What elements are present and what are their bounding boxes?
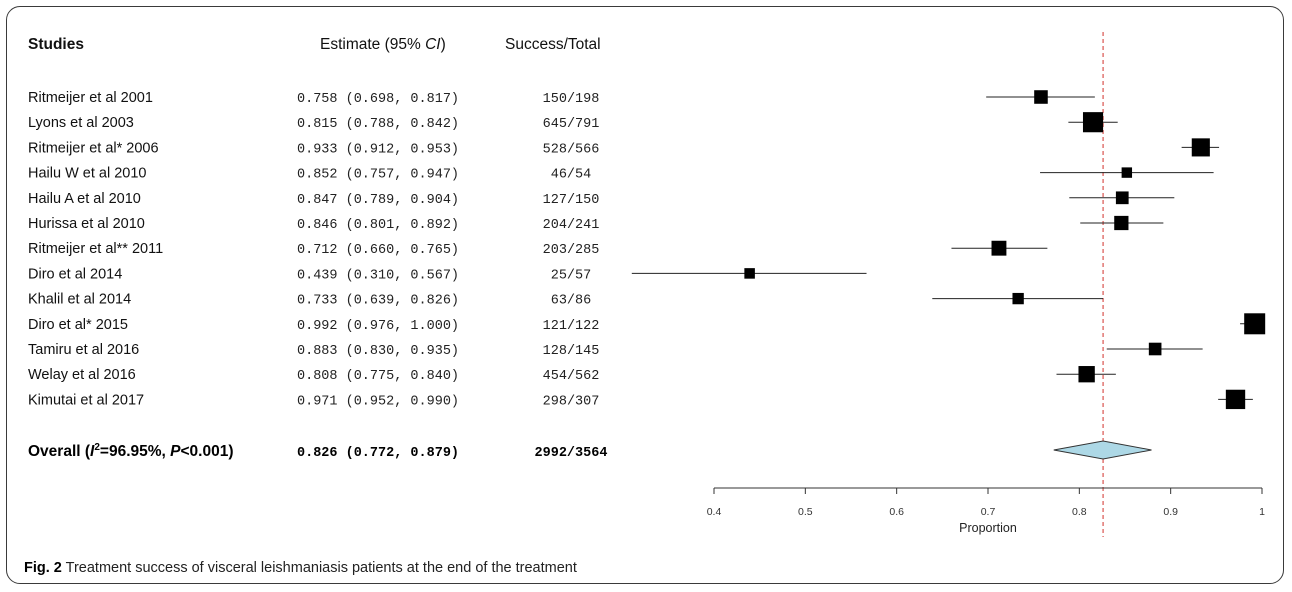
study-success-total: 25/57 xyxy=(551,268,592,283)
x-tick-label: 0.7 xyxy=(981,506,996,518)
figure-caption: Fig. 2 Treatment success of visceral lei… xyxy=(24,560,577,576)
x-tick-label: 0.8 xyxy=(1072,506,1087,518)
studies-header: Studies xyxy=(28,36,84,53)
study-name: Hailu A et al 2010 xyxy=(28,191,141,207)
study-estimate-ci: 0.439 (0.310, 0.567) xyxy=(297,268,459,283)
study-success-total: 454/562 xyxy=(543,369,600,384)
study-success-total: 128/145 xyxy=(543,344,600,359)
study-point-marker xyxy=(1244,313,1266,335)
x-tick-label: 1 xyxy=(1259,506,1265,518)
study-estimate-ci: 0.712 (0.660, 0.765) xyxy=(297,243,459,258)
study-point-marker xyxy=(1225,389,1246,410)
study-name: Hurissa et al 2010 xyxy=(28,216,145,232)
x-axis-label: Proportion xyxy=(959,521,1017,535)
study-estimate-ci: 0.883 (0.830, 0.935) xyxy=(297,344,459,359)
study-success-total: 203/285 xyxy=(543,243,600,258)
study-point-marker xyxy=(1114,215,1129,231)
study-point-marker xyxy=(1012,292,1024,305)
study-point-marker xyxy=(1148,342,1162,356)
overall-success-total: 2992/3564 xyxy=(535,446,608,461)
study-name: Kimutai et al 2017 xyxy=(28,392,144,408)
study-name: Welay et al 2016 xyxy=(28,367,136,383)
study-estimate-ci: 0.808 (0.775, 0.840) xyxy=(297,369,459,384)
study-name: Lyons et al 2003 xyxy=(28,115,134,131)
study-point-marker xyxy=(1078,366,1095,383)
study-name: Ritmeijer et al* 2006 xyxy=(28,140,159,156)
study-success-total: 127/150 xyxy=(543,193,600,208)
study-success-total: 63/86 xyxy=(551,294,592,309)
study-estimate-ci: 0.992 (0.976, 1.000) xyxy=(297,319,459,334)
study-success-total: 298/307 xyxy=(543,394,600,409)
study-point-marker xyxy=(1115,191,1129,205)
study-name: Tamiru et al 2016 xyxy=(28,342,139,358)
overall-estimate-ci: 0.826 (0.772, 0.879) xyxy=(297,446,459,461)
success-total-header: Success/Total xyxy=(505,36,601,53)
study-name: Khalil et al 2014 xyxy=(28,292,131,308)
study-estimate-ci: 0.933 (0.912, 0.953) xyxy=(297,142,459,157)
x-tick-label: 0.6 xyxy=(889,506,904,518)
study-success-total: 121/122 xyxy=(543,319,600,334)
overall-label: Overall (I2=96.95%, P<0.001) xyxy=(28,442,234,460)
study-estimate-ci: 0.971 (0.952, 0.990) xyxy=(297,394,459,409)
overall-diamond xyxy=(1053,440,1152,460)
study-name: Diro et al* 2015 xyxy=(28,317,128,333)
study-success-total: 46/54 xyxy=(551,168,592,183)
study-estimate-ci: 0.758 (0.698, 0.817) xyxy=(297,92,459,107)
study-point-marker xyxy=(744,268,755,279)
study-success-total: 645/791 xyxy=(543,117,600,132)
study-point-marker xyxy=(1082,112,1104,133)
study-name: Ritmeijer et al** 2011 xyxy=(28,241,163,257)
study-point-marker xyxy=(1191,138,1210,157)
estimate-header: Estimate (95% CI) xyxy=(320,36,446,53)
study-point-marker xyxy=(991,240,1007,256)
x-tick-label: 0.4 xyxy=(707,506,722,518)
study-name: Ritmeijer et al 2001 xyxy=(28,90,153,106)
figure-frame xyxy=(6,6,1284,584)
study-name: Hailu W et al 2010 xyxy=(28,166,146,182)
x-tick-label: 0.9 xyxy=(1163,506,1178,518)
study-name: Diro et al 2014 xyxy=(28,266,122,282)
study-success-total: 204/241 xyxy=(543,218,600,233)
study-point-marker xyxy=(1034,90,1048,104)
study-estimate-ci: 0.846 (0.801, 0.892) xyxy=(297,218,459,233)
study-success-total: 528/566 xyxy=(543,142,600,157)
study-estimate-ci: 0.852 (0.757, 0.947) xyxy=(297,168,459,183)
study-estimate-ci: 0.847 (0.789, 0.904) xyxy=(297,193,459,208)
study-point-marker xyxy=(1121,167,1133,178)
study-estimate-ci: 0.733 (0.639, 0.826) xyxy=(297,294,459,309)
study-estimate-ci: 0.815 (0.788, 0.842) xyxy=(297,117,459,132)
x-tick-label: 0.5 xyxy=(798,506,813,518)
study-success-total: 150/198 xyxy=(543,92,600,107)
